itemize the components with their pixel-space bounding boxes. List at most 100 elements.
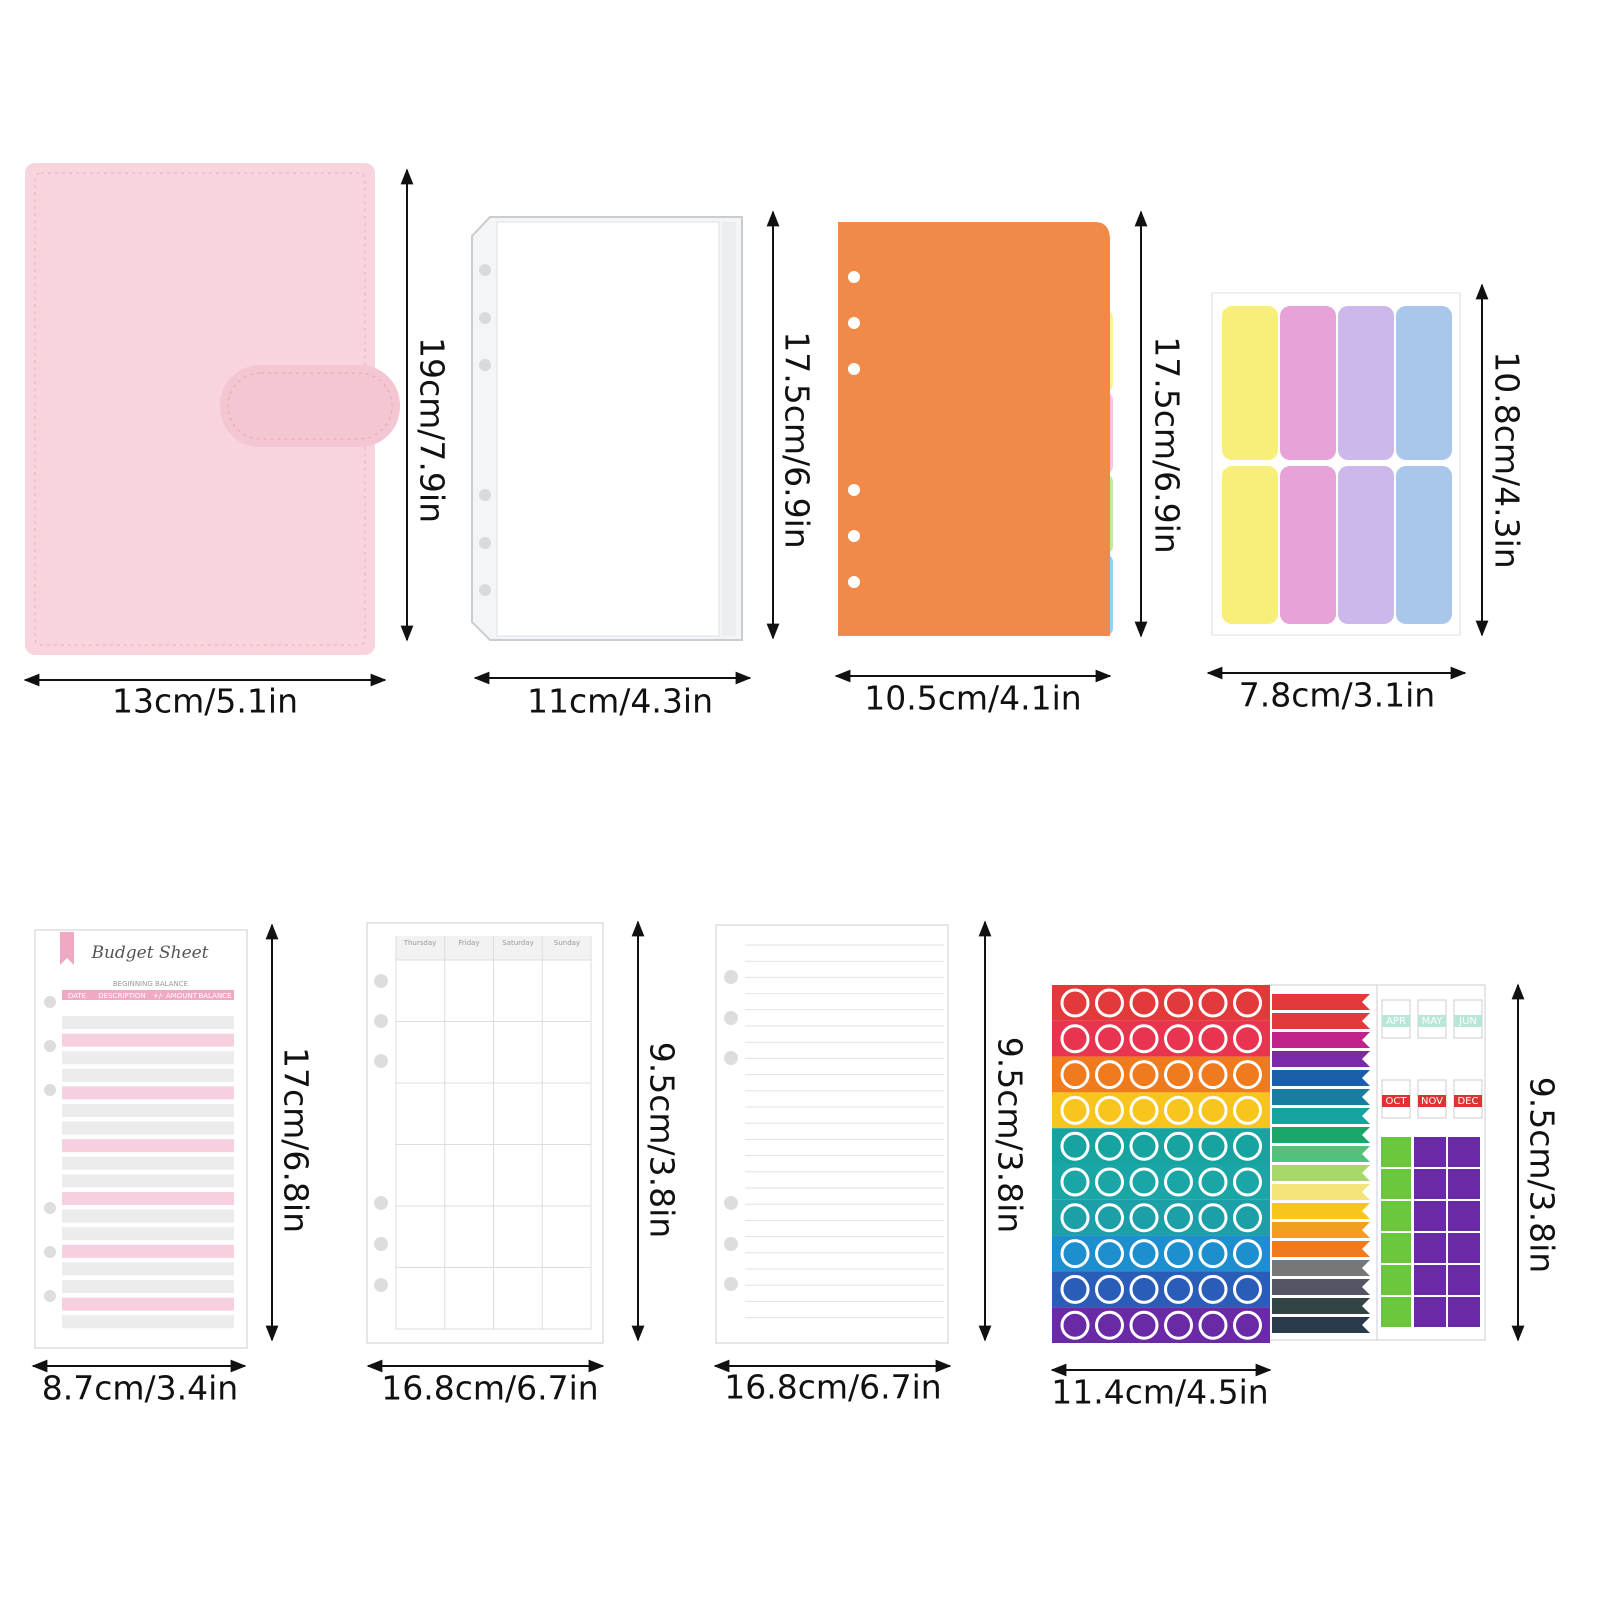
- label-sticker: [1222, 306, 1278, 460]
- budget-row: [62, 1033, 234, 1047]
- round-sticker: [1164, 1024, 1193, 1054]
- height-label: 19cm/7.9in: [413, 337, 452, 523]
- todo-sticker: [1448, 1169, 1480, 1199]
- round-sticker: [1095, 1095, 1124, 1125]
- label-stickers: [1211, 292, 1461, 636]
- round-sticker: [1129, 988, 1159, 1018]
- todo-sticker: [1414, 1265, 1446, 1295]
- budget-row: [62, 1051, 234, 1065]
- month-label: MAY: [1422, 1016, 1444, 1027]
- flag-sticker: [1272, 1222, 1370, 1238]
- column-header: +/- AMOUNT: [153, 992, 198, 1000]
- month-label: NOV: [1421, 1096, 1443, 1107]
- round-sticker: [1129, 1310, 1159, 1340]
- column-header: BALANCE: [199, 992, 232, 1000]
- round-sticker: [1198, 1310, 1228, 1340]
- todo-sticker: [1448, 1137, 1480, 1167]
- round-sticker: [1095, 1203, 1124, 1233]
- day-name: Saturday: [502, 939, 534, 947]
- round-sticker: [1164, 1167, 1193, 1197]
- month-sticker-band: [1382, 1095, 1410, 1107]
- budget-row: [62, 1209, 234, 1223]
- round-sticker: [1095, 1274, 1124, 1304]
- width-label: 7.8cm/3.1in: [1239, 676, 1435, 715]
- round-sticker: [1060, 1024, 1090, 1054]
- punch-hole: [724, 1237, 738, 1251]
- flag-sticker: [1272, 1184, 1370, 1200]
- label-sticker: [1338, 466, 1394, 624]
- height-label: 17cm/6.8in: [277, 1047, 316, 1233]
- budget-row: [62, 1016, 234, 1029]
- budget-title: Budget Sheet: [90, 943, 208, 963]
- todo-sticker: [1448, 1233, 1480, 1263]
- flag-sticker: [1272, 1298, 1370, 1314]
- beginning-balance: BEGINNING BALANCE: [113, 980, 188, 988]
- punch-hole: [44, 1040, 56, 1052]
- flag-sticker: [1272, 1013, 1370, 1029]
- sticker-row: [1052, 985, 1270, 1021]
- round-sticker: [1233, 1203, 1262, 1233]
- round-sticker: [1233, 1095, 1262, 1125]
- sticker-sheets: APR MAY JUN OCT NOV DEC: [1052, 984, 1486, 1343]
- column-header: DESCRIPTION: [98, 992, 145, 1000]
- height-label: 10.8cm/4.3in: [1488, 351, 1527, 568]
- month-sticker-band: [1418, 1095, 1446, 1107]
- flag-sticker: [1272, 1032, 1370, 1048]
- todo-sticker: [1381, 1137, 1411, 1167]
- round-sticker: [1060, 988, 1090, 1018]
- round-sticker: [1129, 1131, 1159, 1161]
- todo-sticker: [1414, 1233, 1446, 1263]
- todo-sticker: [1381, 1265, 1411, 1295]
- sticker-row: [1052, 1307, 1270, 1343]
- round-sticker: [1129, 1095, 1159, 1125]
- budget-row: [62, 1244, 234, 1258]
- sticker-row: [1052, 1271, 1270, 1308]
- round-sticker: [1233, 1167, 1262, 1197]
- width-label: 11.4cm/4.5in: [1051, 1373, 1268, 1412]
- budget-row: [62, 1086, 234, 1100]
- day-name: Friday: [458, 939, 479, 947]
- label-sticker: [1222, 466, 1278, 624]
- day-name: Sunday: [554, 939, 580, 947]
- round-sticker: [1060, 1203, 1090, 1233]
- round-sticker: [1129, 1167, 1159, 1197]
- month-label: DEC: [1457, 1096, 1478, 1107]
- month-sticker-band: [1454, 1015, 1482, 1027]
- month-sticker-band: [1382, 1015, 1410, 1027]
- flag-sticker: [1272, 1203, 1370, 1219]
- flag-sticker: [1272, 994, 1370, 1010]
- width-label: 11cm/4.3in: [527, 682, 713, 721]
- label-sticker: [1280, 306, 1336, 460]
- punch-hole: [374, 1237, 388, 1251]
- round-sticker: [1198, 988, 1228, 1018]
- column-header: DATE: [68, 992, 86, 1000]
- round-sticker: [1198, 1203, 1228, 1233]
- round-sticker: [1095, 1167, 1124, 1197]
- todo-sticker: [1381, 1233, 1411, 1263]
- todo-sticker: [1381, 1169, 1411, 1199]
- height-label: 9.5cm/3.8in: [643, 1042, 682, 1238]
- punch-hole: [724, 1011, 738, 1025]
- month-label: JUN: [1458, 1016, 1477, 1027]
- round-sticker: [1060, 1095, 1090, 1125]
- round-sticker: [1060, 1310, 1090, 1340]
- label-sticker: [1338, 306, 1394, 460]
- round-sticker: [1095, 1024, 1124, 1054]
- punch-hole: [724, 1196, 738, 1210]
- round-sticker: [1164, 1060, 1193, 1090]
- round-sticker: [1095, 1060, 1124, 1090]
- round-sticker: [1060, 1131, 1090, 1161]
- round-sticker: [1060, 1274, 1090, 1304]
- round-sticker: [1233, 1239, 1262, 1269]
- month-label: APR: [1386, 1016, 1406, 1027]
- budget-row: [62, 1280, 234, 1293]
- round-sticker: [1233, 1024, 1262, 1054]
- budget-row: [62, 1174, 234, 1188]
- flag-sticker: [1272, 1070, 1370, 1086]
- lined-refill: [715, 924, 949, 1344]
- round-sticker: [1164, 1203, 1193, 1233]
- budget-row: [62, 1227, 234, 1241]
- todo-sticker: [1414, 1137, 1446, 1167]
- round-sticker: [1198, 1024, 1228, 1054]
- punch-hole: [724, 1277, 738, 1291]
